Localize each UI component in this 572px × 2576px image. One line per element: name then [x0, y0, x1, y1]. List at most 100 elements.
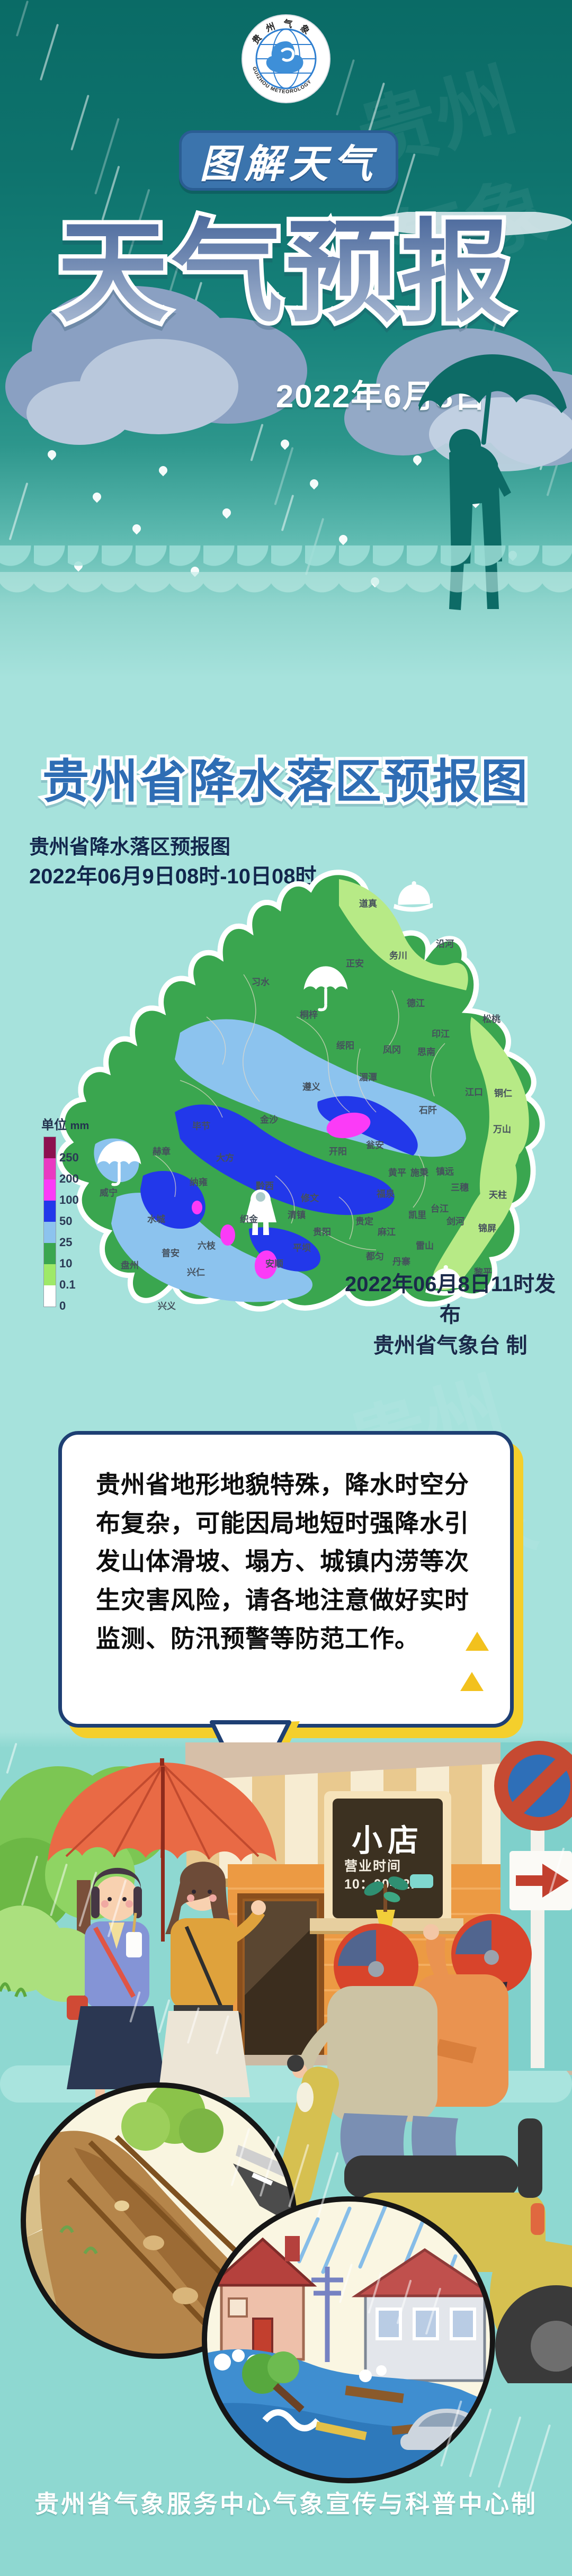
legend-tick: 25: [59, 1236, 73, 1249]
girl-blue: [67, 1867, 166, 2103]
pink-house: [207, 2236, 317, 2361]
legend-tick: 0: [59, 1299, 66, 1312]
advisory-speech-bubble: 贵州省地形地貌特殊，降水时空分布复杂，可能因局地短时强降水引发山体滑坡、塌方、城…: [58, 1431, 514, 1728]
map-city-label: 兴仁: [187, 1267, 205, 1277]
svg-text:贵州省降水落区预报图: 贵州省降水落区预报图: [42, 755, 530, 808]
map-city-label: 习水: [252, 977, 270, 987]
shop-door-glass: [245, 1901, 317, 2064]
guizhou-meteorology-logo: 贵州气象 GUIZHOU METEOROLOGY: [242, 14, 330, 103]
map-city-label: 务川: [389, 950, 407, 961]
map-city-label: 福泉: [376, 1188, 395, 1199]
rear-rider: [414, 1914, 532, 2107]
map-city-label: 黎平: [474, 1267, 492, 1277]
map-city-label: 修文: [300, 1193, 319, 1203]
map-city-label: 平坝: [293, 1243, 311, 1253]
map-city-label: 松桃: [482, 1014, 501, 1024]
legend-color-0.1-10: [44, 1264, 56, 1285]
map-city-label: 台江: [431, 1203, 449, 1214]
map-city-label: 金沙: [260, 1114, 278, 1125]
map-city-label: 水城: [147, 1214, 165, 1224]
issued-time: 2022年06月8日11时发布: [344, 1273, 556, 1327]
map-city-label: 毕节: [192, 1121, 210, 1131]
legend-tick: 10: [59, 1257, 73, 1270]
map-city-label: 正安: [346, 958, 364, 969]
legend-color-200-250: [44, 1158, 56, 1179]
rain-streak: [94, 118, 120, 195]
legend-unit-label: 单位 mm: [41, 1118, 90, 1132]
gray-house: [351, 2248, 493, 2382]
legend-color-bar: [43, 1137, 56, 1307]
legend-color-10-25: [44, 1243, 56, 1264]
rain-streak: [70, 94, 90, 151]
map-city-label: 遵义: [302, 1081, 320, 1092]
grass-band: [0, 572, 572, 620]
map-city-label: 清镇: [288, 1210, 306, 1220]
rain-streak: [15, 0, 29, 37]
flood-inset: [202, 2196, 495, 2483]
shop-hours-label: 营业时间: [344, 1859, 402, 1874]
map-city-label: 江口: [465, 1087, 483, 1097]
map-city-label: 贵定: [355, 1216, 373, 1227]
svg-text:天气预报: 天气预报: [57, 210, 515, 335]
legend-color-250+: [44, 1137, 56, 1158]
advisory-text: 贵州省地形地貌特殊，降水时空分布复杂，可能因局地短时强降水引发山体滑坡、塌方、城…: [96, 1471, 469, 1652]
floating-tree: [242, 2351, 305, 2413]
map-city-label: 盘州: [121, 1260, 139, 1271]
map-city-label: 万山: [493, 1124, 511, 1134]
map-city-label: 威宁: [100, 1187, 118, 1198]
triangle-icon: [466, 1632, 489, 1651]
map-city-label: 桐梓: [300, 1009, 318, 1020]
legend-color-25-50: [44, 1222, 56, 1243]
cloud-glyph: [266, 41, 303, 73]
teal-sticker: [410, 1874, 433, 1888]
girl-yellow: [158, 1862, 266, 2103]
map-city-label: 印江: [432, 1029, 450, 1039]
map-city-label: 施秉: [410, 1167, 428, 1178]
map-city-label: 黄平: [388, 1167, 406, 1178]
map-city-label: 赫章: [153, 1146, 171, 1157]
raindrop-icon: [337, 533, 350, 545]
legend-color-0-0.1: [44, 1285, 56, 1307]
map-city-label: 兴义: [158, 1301, 176, 1311]
map-city-label: 思南: [417, 1046, 435, 1057]
map-city-label: 湄潭: [359, 1072, 377, 1083]
no-parking-sign-icon: [494, 1741, 572, 1831]
map-city-label: 黔西: [256, 1180, 274, 1191]
map-section-title: 贵州省降水落区预报图: [39, 752, 531, 811]
map-city-label: 纳雍: [190, 1177, 208, 1187]
map-city-label: 镇远: [436, 1166, 454, 1177]
legend-tick: 250: [59, 1151, 79, 1164]
girls-under-umbrella: [48, 1758, 276, 2103]
rain-streak: [39, 23, 59, 81]
map-city-label: 石阡: [418, 1105, 437, 1115]
legend-color-100-200: [44, 1179, 56, 1201]
legend-ticks: 250 200 100 50 25 10 0.1 0: [59, 1137, 96, 1317]
right-arrow-icon: [516, 1864, 569, 1898]
issued-info: 2022年06月8日11时发布 贵州省气象台 制: [344, 1269, 556, 1361]
triangle-icon: [460, 1672, 484, 1691]
red-umbrella: [48, 1758, 276, 1942]
map-city-label: 瓮安: [366, 1140, 384, 1150]
power-pole: [311, 2267, 343, 2362]
map-city-label: 凯里: [408, 1210, 426, 1220]
map-city-label: 雷山: [416, 1241, 434, 1251]
rain-streak: [336, 59, 355, 116]
map-city-label: 天柱: [489, 1189, 507, 1200]
map-city-label: 德江: [407, 998, 425, 1008]
legend-tick: 100: [59, 1193, 79, 1206]
illustrated-weather-badge: 图解天气: [179, 130, 398, 191]
rain-region-trace: [94, 879, 529, 1302]
map-city-label: 锦屏: [478, 1223, 496, 1233]
map-city-label: 三穗: [451, 1183, 469, 1193]
map-city-label: 丹寨: [392, 1256, 410, 1267]
issued-agency: 贵州省气象台 制: [373, 1334, 528, 1357]
legend-tick: 200: [59, 1172, 79, 1185]
hero-title: 天气预报: [53, 206, 516, 339]
map-city-label: 大方: [216, 1152, 234, 1163]
map-city-label: 道真: [359, 898, 377, 909]
raindrop-icon: [220, 506, 233, 519]
legend-tick: 0.1: [59, 1278, 76, 1291]
map-city-label: 沿河: [436, 939, 454, 949]
